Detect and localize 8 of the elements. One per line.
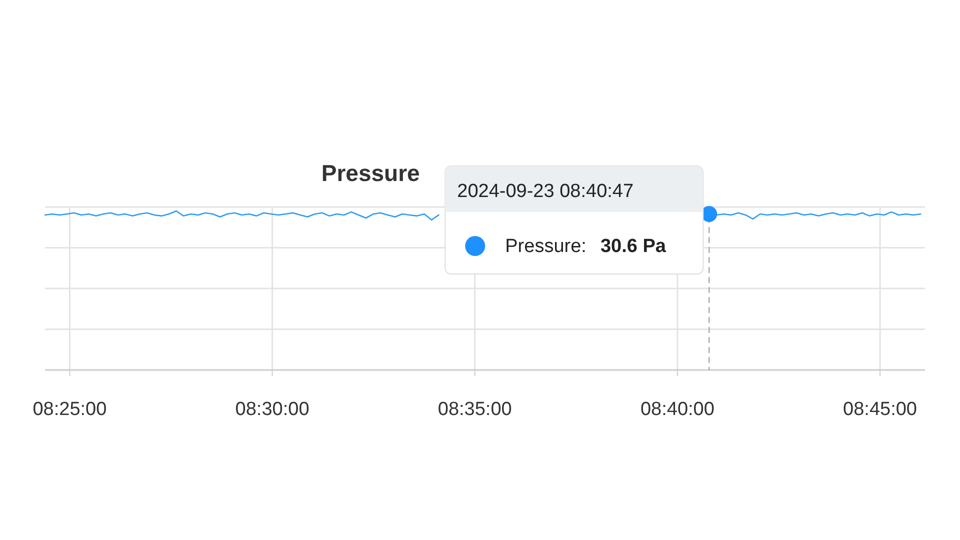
x-tick-label: 08:45:00 xyxy=(843,399,918,420)
annotation: Pressure: 30.6 Pa xyxy=(505,236,666,257)
text: 2024-09-23 08:40:47 xyxy=(457,181,634,202)
x-tick-label: 08:35:00 xyxy=(438,399,512,420)
x-tick-label: 08:30:00 xyxy=(235,399,310,420)
x-tick-label: 08:40:00 xyxy=(640,399,714,420)
x-tick-label: 08:25:00 xyxy=(32,399,107,420)
chart-title: Pressure xyxy=(321,160,420,186)
